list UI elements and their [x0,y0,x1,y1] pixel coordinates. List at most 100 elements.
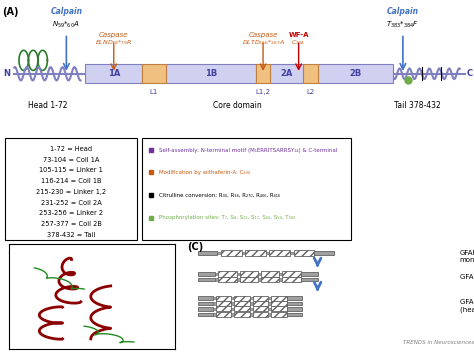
Text: 2A: 2A [281,69,293,78]
Bar [293,250,314,256]
Bar [266,252,269,254]
Bar [283,276,301,282]
Bar [198,297,213,300]
Text: 1-72 = Head: 1-72 = Head [50,146,92,152]
Text: 2B: 2B [349,69,362,78]
Bar [279,273,283,275]
Bar [219,271,237,277]
Text: $N_{59}$*$_{60}A$: $N_{59}$*$_{60}A$ [53,19,80,30]
Bar [231,297,234,299]
Text: $T_{383}$*$_{384}F$: $T_{383}$*$_{384}F$ [386,19,419,30]
Text: $DLTD_{266}$*$_{267}A$: $DLTD_{266}$*$_{267}A$ [242,38,284,47]
Bar [231,313,234,316]
Bar [258,278,261,281]
Text: 378-432 = Tail: 378-432 = Tail [47,232,95,238]
Text: Tail 378-432: Tail 378-432 [394,101,440,109]
Bar [253,301,268,306]
Bar [250,297,253,299]
Text: TRENDS in Neurosciences: TRENDS in Neurosciences [403,340,474,345]
Bar [240,271,258,277]
Text: C: C [466,69,472,78]
Bar [318,64,393,83]
Text: Calpain: Calpain [50,7,82,16]
Text: Caspase: Caspase [99,31,128,37]
Text: 1A: 1A [108,69,120,78]
Text: Calpain: Calpain [387,7,419,16]
Bar [256,64,270,83]
Bar [314,251,334,255]
Text: 257-377 = Coil 2B: 257-377 = Coil 2B [41,221,101,227]
Bar [253,295,268,300]
Text: L1: L1 [150,89,158,95]
Bar [268,303,271,305]
Bar [234,312,250,317]
Text: N: N [4,69,10,78]
Bar [213,313,216,316]
Text: Head 1-72: Head 1-72 [27,101,67,109]
Bar [271,295,287,300]
Bar [261,271,279,277]
Bar [268,297,271,299]
Text: GFAP dimer: GFAP dimer [460,274,474,280]
Bar [261,276,279,282]
Bar [215,273,219,275]
Bar [213,308,216,310]
Bar [198,313,213,316]
Bar [216,301,231,306]
Bar [258,273,261,275]
Bar [245,250,266,256]
Text: 116-214 = Coil 1B: 116-214 = Coil 1B [41,178,101,184]
Bar [271,312,287,317]
Bar [218,252,221,254]
Bar [213,297,216,299]
Bar [234,295,250,300]
Text: Caspase: Caspase [248,31,278,37]
Bar [237,273,240,275]
Bar [215,278,219,281]
Bar [271,306,287,311]
Bar [303,64,318,83]
Text: Modification by withaferin-A: C₂₉₄: Modification by withaferin-A: C₂₉₄ [159,170,250,175]
Bar [231,303,234,305]
Text: L1,2: L1,2 [255,89,271,95]
Text: Phosphorylation sites: T₇, S₈, S₁₁, S₁₇, S₅₆, S₅₉, T₃₈₃: Phosphorylation sites: T₇, S₈, S₁₁, S₁₇,… [159,215,295,221]
Bar [250,313,253,316]
Bar [221,250,242,256]
Bar [234,306,250,311]
Bar [213,303,216,305]
Bar [216,312,231,317]
Text: 231-252 = Coil 2A: 231-252 = Coil 2A [41,199,101,205]
Bar [287,302,301,305]
Text: (C): (C) [187,242,203,252]
Bar [287,313,301,316]
Text: GFAP tetramer
(head to tail assembly): GFAP tetramer (head to tail assembly) [460,299,474,313]
Text: GFAP
monomer: GFAP monomer [460,250,474,263]
Bar [250,308,253,310]
Bar [237,278,240,281]
Bar [301,272,318,276]
Bar [242,252,245,254]
Bar [287,297,301,300]
Bar [142,64,166,83]
Text: $C_{294}$: $C_{294}$ [292,38,306,47]
Bar [287,307,301,311]
Bar [279,278,283,281]
Text: 215-230 = Linker 1,2: 215-230 = Linker 1,2 [36,189,106,195]
Bar [268,313,271,316]
Text: 253-256 = Linker 2: 253-256 = Linker 2 [39,210,103,216]
Bar [166,64,256,83]
Bar [219,276,237,282]
Bar [198,307,213,311]
Bar [198,251,218,255]
Bar [216,295,231,300]
Bar [234,301,250,306]
Text: Core domain: Core domain [213,101,261,109]
Bar [231,308,234,310]
Text: 1B: 1B [205,69,217,78]
Bar [290,252,293,254]
Bar [253,312,268,317]
Text: Self-assembly: N-terminal motif (M₁ERRITSARRSY₁₄) & C-terminal: Self-assembly: N-terminal motif (M₁ERRIT… [159,148,337,153]
Bar [85,64,142,83]
Bar [283,271,301,277]
Bar [198,302,213,305]
